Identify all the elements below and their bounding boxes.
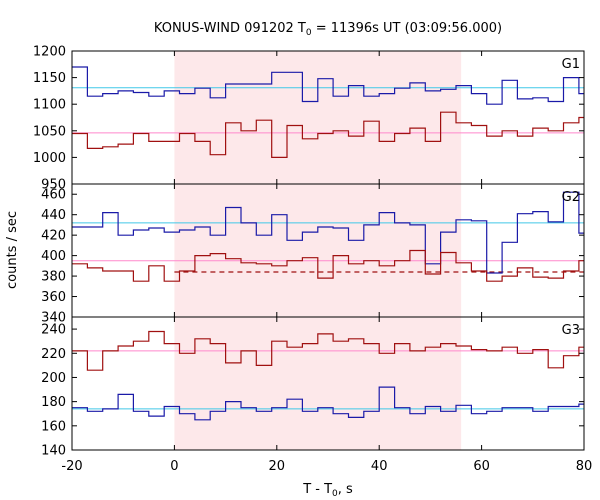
x-axis-label: T - T0, s bbox=[302, 482, 353, 499]
y-tick-label: 200 bbox=[41, 371, 66, 386]
y-axis-label: counts / sec bbox=[5, 211, 20, 289]
y-tick-label: 440 bbox=[41, 208, 66, 223]
y-tick-label: 340 bbox=[41, 311, 66, 326]
series-blue bbox=[72, 386, 584, 421]
y-tick-label: 460 bbox=[41, 188, 66, 203]
y-tick-label: 160 bbox=[41, 419, 66, 434]
y-tick-label: 950 bbox=[41, 178, 66, 193]
series-layer bbox=[72, 66, 584, 421]
panel-label: G2 bbox=[562, 190, 580, 205]
highlight-region bbox=[174, 51, 462, 184]
x-tick-label: 20 bbox=[269, 459, 286, 474]
y-tick-label: 140 bbox=[41, 444, 66, 459]
panel-frame bbox=[71, 316, 585, 451]
x-tick-label: 60 bbox=[473, 459, 490, 474]
y-tick-label: 1100 bbox=[33, 98, 66, 113]
x-tick-label: -20 bbox=[61, 459, 82, 474]
panel-label: G3 bbox=[562, 323, 580, 338]
series-red bbox=[72, 111, 584, 158]
y-tick-label: 380 bbox=[41, 270, 66, 285]
panel-label: G1 bbox=[562, 57, 580, 72]
axes-layer: 95010001050110011501200G1340360380400420… bbox=[33, 45, 592, 475]
y-tick-label: 180 bbox=[41, 395, 66, 410]
y-tick-label: 1000 bbox=[33, 151, 66, 166]
y-tick-label: 220 bbox=[41, 347, 66, 362]
y-tick-label: 400 bbox=[41, 249, 66, 264]
series-blue bbox=[72, 191, 584, 274]
y-tick-label: 1150 bbox=[33, 71, 66, 86]
series-red bbox=[72, 249, 584, 282]
y-tick-label: 1050 bbox=[33, 124, 66, 139]
y-tick-label: 420 bbox=[41, 229, 66, 244]
y-tick-label: 360 bbox=[41, 290, 66, 305]
y-tick-label: 240 bbox=[41, 323, 66, 338]
chart-title: KONUS-WIND 091202 T0 = 11396s UT (03:09:… bbox=[154, 21, 502, 38]
x-tick-label: 80 bbox=[576, 459, 593, 474]
x-tick-label: 0 bbox=[170, 459, 178, 474]
series-red bbox=[72, 330, 584, 371]
series-blue bbox=[72, 66, 584, 105]
y-tick-label: 1200 bbox=[33, 45, 66, 60]
x-tick-label: 40 bbox=[371, 459, 388, 474]
